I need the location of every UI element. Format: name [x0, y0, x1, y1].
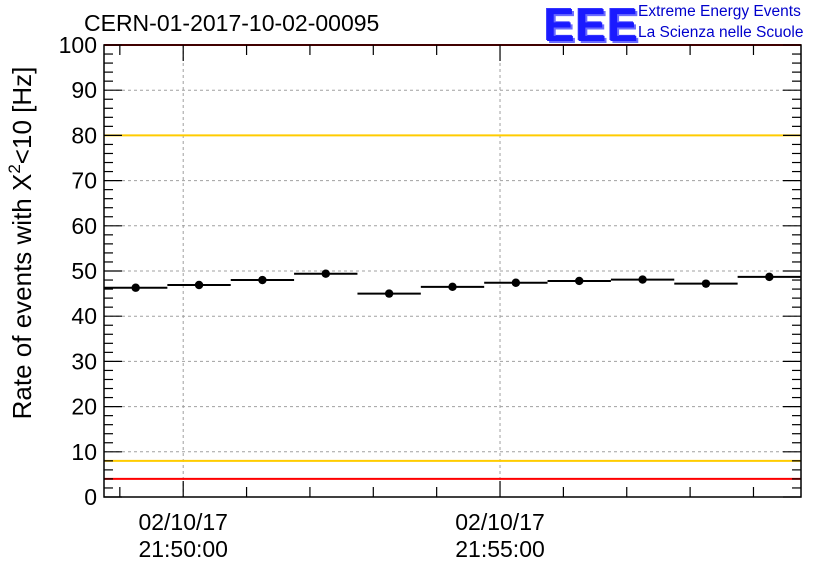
y-tick-label: 30 [71, 348, 97, 374]
y-axis-label-main: Rate of events with X [7, 174, 37, 420]
y-axis-label-sup: 2 [5, 164, 24, 173]
y-tick-label: 50 [71, 258, 97, 284]
y-tick-label: 60 [71, 213, 97, 239]
y-tick-label: 70 [71, 168, 97, 194]
y-axis-label: Rate of events with X2<10 [Hz] [5, 67, 37, 420]
logo-line-1: Extreme Energy Events [638, 3, 801, 20]
x-tick-label-date: 02/10/17 [138, 509, 228, 535]
data-point [131, 283, 140, 292]
y-tick-label: 0 [84, 484, 97, 510]
y-tick-label: 80 [71, 122, 97, 148]
logo-line-2: La Scienza nelle Scuole [638, 24, 804, 41]
data-point [194, 280, 204, 290]
data-point [384, 289, 394, 298]
eee-logo: EEE [544, 0, 640, 51]
y-tick-labels: 0 10 20 30 40 50 60 70 80 90 100 [59, 32, 97, 510]
data-point [321, 269, 330, 278]
y-tick-label: 90 [71, 77, 97, 103]
data-series [104, 269, 801, 298]
data-point [638, 275, 647, 284]
plot-frame [103, 44, 802, 498]
reference-lines [104, 44, 801, 480]
y-axis-label-rest: <10 [Hz] [7, 67, 37, 165]
data-point [575, 276, 584, 286]
x-tick-label-time: 21:50:00 [138, 536, 228, 562]
data-point [765, 272, 774, 282]
data-point [258, 275, 267, 285]
data-point [448, 282, 457, 292]
grid [104, 45, 801, 497]
y-tick-label: 100 [59, 32, 97, 58]
x-tick-label-time: 21:55:00 [455, 536, 545, 562]
y-tick-label: 10 [71, 439, 97, 465]
data-point [511, 278, 521, 287]
x-tick-label-date: 02/10/17 [455, 509, 545, 535]
y-tick-label: 40 [71, 303, 97, 329]
chart-title: CERN-01-2017-10-02-00095 [84, 10, 380, 36]
y-tick-label: 20 [71, 394, 97, 420]
data-point [701, 279, 711, 288]
